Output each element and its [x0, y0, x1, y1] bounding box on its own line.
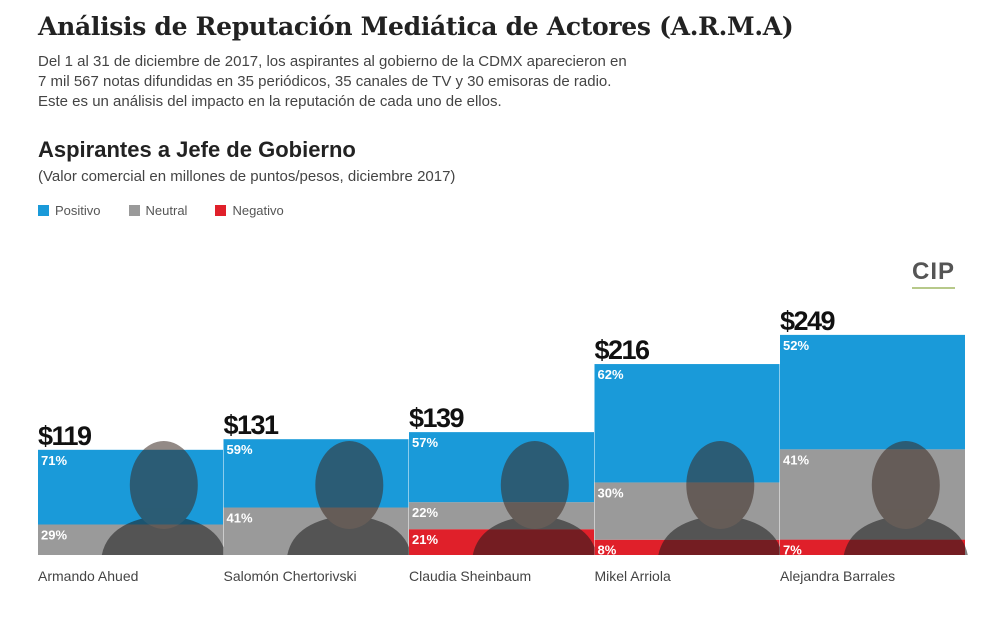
bar-segment-positivo	[780, 334, 965, 450]
percent-label: 62%	[598, 367, 624, 382]
chart-title: Aspirantes a Jefe de Gobierno	[38, 137, 356, 162]
chart-subtitle: (Valor comercial en millones de puntos/p…	[38, 168, 456, 185]
category-label: Alejandra Barrales	[780, 568, 895, 584]
main-title: Análisis de Reputación Mediática de Acto…	[38, 12, 794, 41]
intro-line: Este es un análisis del impacto en la re…	[38, 93, 502, 110]
percent-label: 22%	[412, 505, 438, 520]
percent-label: 41%	[783, 452, 809, 467]
legend-item-negativo: Negativo	[215, 203, 284, 218]
category-label: Armando Ahued	[38, 568, 138, 584]
percent-label: 59%	[227, 442, 253, 457]
total-value-label: $249	[780, 306, 836, 336]
legend-item-neutral: Neutral	[128, 203, 188, 218]
percent-label: 41%	[227, 511, 253, 526]
percent-label: 52%	[783, 338, 809, 353]
portrait-shoulders	[101, 515, 226, 555]
portrait-shoulders	[287, 515, 412, 555]
legend-swatch	[128, 205, 140, 216]
category-label: Salomón Chertorivski	[224, 568, 357, 584]
percent-label: 7%	[783, 543, 802, 558]
portrait-shoulders	[843, 515, 968, 555]
portrait	[472, 441, 597, 555]
percent-label: 8%	[598, 543, 617, 558]
percent-label: 29%	[41, 527, 67, 542]
portrait-head	[500, 441, 569, 529]
intro-text: Del 1 al 31 de diciembre de 2017, los as…	[38, 52, 838, 112]
category-label: Claudia Sheinbaum	[409, 568, 531, 584]
percent-label: 57%	[412, 435, 438, 450]
percent-label: 30%	[598, 485, 624, 500]
portrait	[101, 441, 226, 555]
portrait-shoulders	[472, 515, 597, 555]
cip-logo: CIP	[912, 258, 956, 289]
intro-line: Del 1 al 31 de diciembre de 2017, los as…	[38, 53, 627, 70]
portrait-shoulders	[658, 515, 783, 555]
legend: Positivo Neutral Negativo	[38, 203, 284, 218]
portrait-head	[871, 441, 940, 529]
portrait	[658, 441, 783, 555]
total-value-label: $119	[38, 421, 92, 451]
legend-item-positivo: Positivo	[38, 203, 101, 218]
legend-label: Negativo	[232, 203, 284, 218]
portrait-head	[315, 441, 384, 529]
total-value-label: $139	[409, 403, 465, 433]
legend-label: Positivo	[55, 203, 101, 218]
percent-label: 21%	[412, 532, 438, 547]
portrait-head	[686, 441, 755, 529]
intro-line: 7 mil 567 notas difundidas en 35 periódi…	[38, 73, 612, 90]
total-value-label: $216	[595, 335, 651, 365]
category-label: Mikel Arriola	[595, 568, 671, 584]
legend-swatch	[38, 205, 49, 216]
percent-label: 71%	[41, 453, 67, 468]
portrait	[287, 441, 412, 555]
legend-swatch	[215, 205, 227, 216]
portrait	[843, 441, 968, 555]
portrait-head	[129, 441, 198, 529]
total-value-label: $131	[224, 410, 280, 440]
legend-label: Neutral	[145, 203, 188, 218]
